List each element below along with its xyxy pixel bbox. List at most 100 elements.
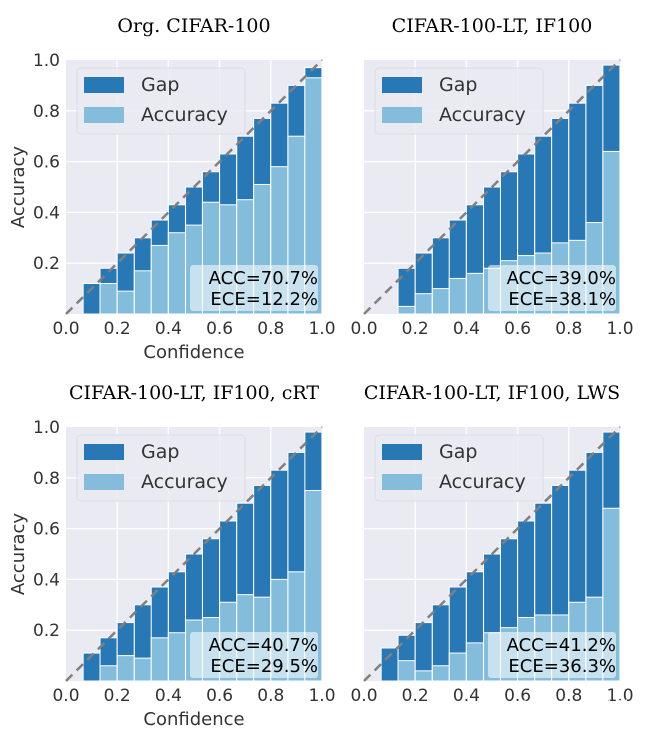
panel-title: Org. CIFAR-100 xyxy=(117,15,270,37)
stats-box xyxy=(488,632,616,678)
accuracy-bar xyxy=(150,637,169,682)
stats-box xyxy=(488,265,616,311)
accuracy-bar xyxy=(116,290,135,315)
perfect-calibration-line xyxy=(363,59,621,315)
x-tick-label: 1.0 xyxy=(606,319,633,339)
accuracy-bar xyxy=(116,655,135,682)
accuracy-bar xyxy=(167,632,186,682)
x-tick-label: 1.0 xyxy=(308,686,335,706)
x-tick-label: 0.0 xyxy=(350,319,377,339)
accuracy-stat: ACC=40.7% xyxy=(209,635,318,656)
x-tick-label: 0.8 xyxy=(555,686,582,706)
accuracy-bar xyxy=(448,277,467,315)
legend-label-gap: Gap xyxy=(439,441,477,463)
legend: Gap Accuracy xyxy=(76,434,246,502)
y-tick-label: 1.0 xyxy=(33,418,60,438)
y-tick-label: 0.6 xyxy=(33,520,60,540)
stats-annotation: ACC=70.7%ECE=12.2% xyxy=(190,265,318,311)
panel-1: Gap Accuracy ACC=70.7%ECE=12.2% Org. CIFAR-… xyxy=(8,15,336,363)
panel-4: Gap Accuracy ACC=41.2%ECE=36.3% CIFAR-100-L… xyxy=(350,382,633,706)
accuracy-bar xyxy=(414,293,433,315)
accuracy-bar xyxy=(465,642,484,682)
y-tick-label: 0.8 xyxy=(33,469,60,489)
x-axis-label: Confidence xyxy=(143,342,244,363)
y-axis-label: Accuracy xyxy=(8,146,29,229)
x-tick-label: 0.6 xyxy=(206,319,233,339)
x-tick-label: 0.0 xyxy=(52,686,79,706)
accuracy-stat: ACC=70.7% xyxy=(209,268,318,289)
stats-box xyxy=(190,632,318,678)
legend-swatch-gap xyxy=(84,77,124,93)
stats-annotation: ACC=40.7%ECE=29.5% xyxy=(190,632,318,678)
x-tick-label: 0.4 xyxy=(155,319,182,339)
legend-swatch-gap xyxy=(382,444,422,460)
panel-title: CIFAR-100-LT, IF100, LWS xyxy=(364,382,620,404)
legend-label-gap: Gap xyxy=(439,74,477,96)
legend-swatch-accuracy xyxy=(84,474,124,490)
x-tick-label: 0.0 xyxy=(350,686,377,706)
y-tick-label: 0.4 xyxy=(33,570,60,590)
ece-stat: ECE=36.3% xyxy=(508,656,616,677)
panel-3: Gap Accuracy ACC=40.7%ECE=29.5% CIFAR-100-L… xyxy=(8,382,336,730)
accuracy-bar xyxy=(431,288,450,315)
x-tick-label: 0.2 xyxy=(402,686,429,706)
x-tick-label: 0.6 xyxy=(206,686,233,706)
stats-box xyxy=(190,265,318,311)
stats-annotation: ACC=39.0%ECE=38.1% xyxy=(488,265,616,311)
x-tick-label: 0.8 xyxy=(257,319,284,339)
accuracy-bar xyxy=(150,244,169,315)
accuracy-stat: ACC=41.2% xyxy=(507,635,616,656)
legend-label-accuracy: Accuracy xyxy=(141,104,228,126)
legend: Gap Accuracy xyxy=(374,434,544,502)
accuracy-bar xyxy=(465,272,484,315)
x-tick-label: 1.0 xyxy=(308,319,335,339)
legend-label-accuracy: Accuracy xyxy=(141,471,228,493)
y-tick-label: 0.6 xyxy=(33,153,60,173)
x-tick-label: 0.8 xyxy=(257,686,284,706)
accuracy-bar xyxy=(133,657,152,682)
x-tick-label: 0.4 xyxy=(453,686,480,706)
legend-swatch-gap xyxy=(84,444,124,460)
accuracy-stat: ACC=39.0% xyxy=(507,268,616,289)
accuracy-bar xyxy=(167,232,186,315)
x-tick-label: 0.2 xyxy=(104,319,131,339)
x-tick-label: 0.4 xyxy=(453,319,480,339)
accuracy-bar xyxy=(99,283,118,315)
y-tick-label: 1.0 xyxy=(33,51,60,71)
y-tick-label: 0.4 xyxy=(33,203,60,223)
accuracy-bar xyxy=(431,665,450,682)
x-tick-label: 0.4 xyxy=(155,686,182,706)
panel-title: CIFAR-100-LT, IF100, cRT xyxy=(69,382,319,404)
x-tick-label: 1.0 xyxy=(606,686,633,706)
x-tick-label: 0.2 xyxy=(104,686,131,706)
gap-bar xyxy=(380,647,399,682)
accuracy-bar xyxy=(397,660,416,682)
legend-label-gap: Gap xyxy=(141,74,179,96)
stats-annotation: ACC=41.2%ECE=36.3% xyxy=(488,632,616,678)
watermark-text: 知乎 @叫我小沛 xyxy=(522,698,632,716)
y-tick-label: 0.2 xyxy=(33,621,60,641)
panel-title: CIFAR-100-LT, IF100 xyxy=(392,15,593,37)
x-tick-label: 0.6 xyxy=(504,319,531,339)
legend-label-gap: Gap xyxy=(141,441,179,463)
legend-swatch-accuracy xyxy=(382,474,422,490)
accuracy-bar xyxy=(99,665,118,682)
ece-stat: ECE=12.2% xyxy=(210,289,318,310)
legend-label-accuracy: Accuracy xyxy=(439,104,526,126)
accuracy-bar xyxy=(397,305,416,315)
x-tick-label: 0.2 xyxy=(402,319,429,339)
panel-2: Gap Accuracy ACC=39.0%ECE=38.1% CIFAR-100-L… xyxy=(350,15,633,339)
accuracy-bar xyxy=(414,670,433,682)
perfect-calibration-line xyxy=(363,426,621,682)
ece-stat: ECE=38.1% xyxy=(508,289,616,310)
accuracy-bar xyxy=(133,270,152,315)
x-tick-label: 0.8 xyxy=(555,319,582,339)
accuracy-bar xyxy=(304,77,323,315)
legend: Gap Accuracy xyxy=(374,67,544,135)
x-tick-label: 0.6 xyxy=(504,686,531,706)
accuracy-bar xyxy=(448,652,467,682)
x-axis-label: Confidence xyxy=(143,709,244,730)
y-tick-label: 0.2 xyxy=(33,254,60,274)
ece-stat: ECE=29.5% xyxy=(210,656,318,677)
